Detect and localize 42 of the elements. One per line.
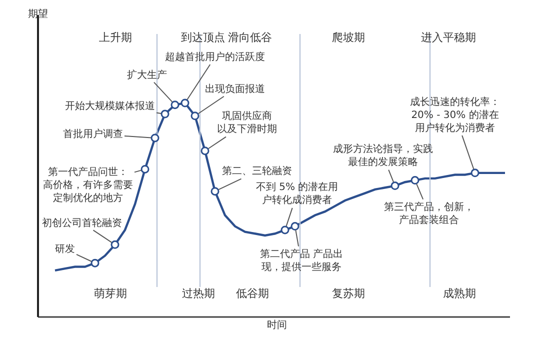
annotation: 第二、三轮融资 <box>222 165 292 177</box>
annotation: 萌芽期 <box>94 287 127 300</box>
point <box>180 98 190 108</box>
annotation: 复苏期 <box>332 287 365 300</box>
annotation: 开始大规模媒体报道 <box>65 100 155 112</box>
x-axis-title: 时间 <box>267 319 287 331</box>
text: 进入平稳期 <box>421 31 476 44</box>
point <box>290 222 300 231</box>
point <box>390 182 400 190</box>
text: 扩大生产 <box>127 69 167 81</box>
annotation: 不到 5% 的潜在用户转化成消费者 <box>256 181 338 206</box>
annotation: 初创公司首轮融资 <box>42 217 122 229</box>
point <box>280 226 290 234</box>
annotation: 成长迅速的转化率：20% - 30% 的潜在用户转化为消费者 <box>410 96 500 134</box>
text: 到达顶点 <box>181 31 225 44</box>
annotation: 过热期 <box>182 287 215 300</box>
text: 出现负面报道 <box>205 83 265 95</box>
annotation: 首批用户调查 <box>63 128 123 140</box>
annotation: 成形方法论指导，实践最佳的发展策略 <box>333 143 433 168</box>
annotation: 研发 <box>55 244 75 255</box>
annotation: 低谷期 <box>236 287 269 300</box>
point <box>410 176 420 185</box>
text: 滑向低谷 <box>228 31 272 44</box>
point <box>90 258 100 268</box>
text: 上升期 <box>99 31 132 44</box>
annotation: 巩固供应商以及下滑时期 <box>217 110 277 135</box>
point <box>170 100 180 110</box>
point <box>200 146 210 156</box>
annotation: 第二代产品 产品出现，提供一些服务 <box>260 248 344 273</box>
point <box>470 168 480 178</box>
text: 超越首批用户的活跃度 <box>165 51 265 63</box>
point <box>110 240 120 249</box>
text: 爬坡期 <box>332 31 365 44</box>
point <box>190 112 200 120</box>
point <box>210 187 220 196</box>
point <box>150 134 160 142</box>
point <box>140 164 150 174</box>
point <box>160 110 170 118</box>
text: 期望 <box>28 8 48 20</box>
annotation: 第三代产品，创新，产品套装组合 <box>384 201 474 226</box>
annotation: 成熟期 <box>443 287 476 300</box>
annotation: 第一代产品问世：高价格，有许多需要定制优化的地方 <box>43 166 133 204</box>
